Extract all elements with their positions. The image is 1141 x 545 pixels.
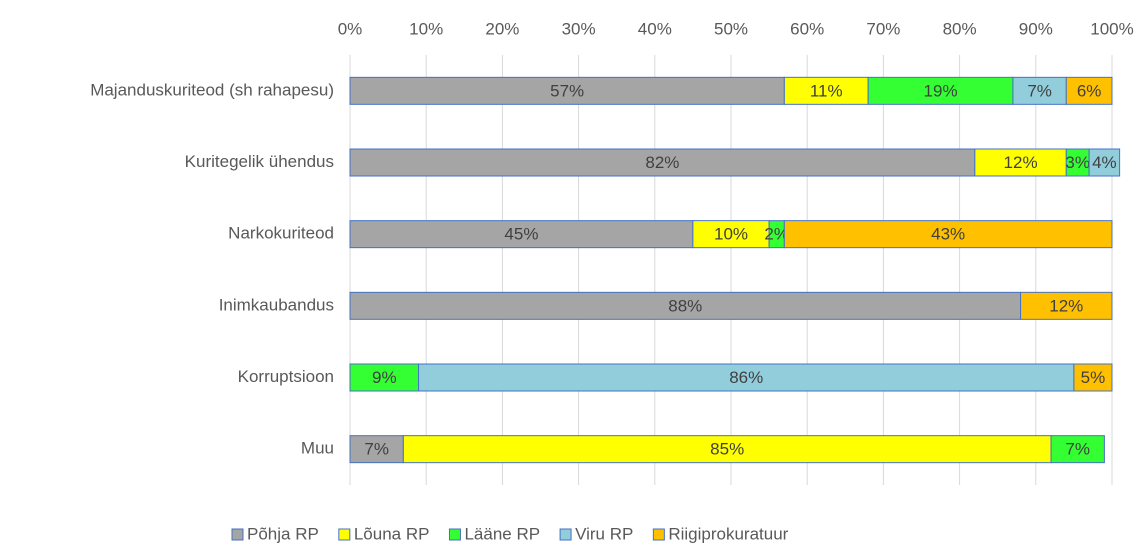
data-label: 7% (1027, 81, 1052, 100)
data-label: 57% (550, 81, 584, 100)
data-label: 19% (924, 81, 958, 100)
bar-segment (349, 291, 1022, 320)
bar-segment (349, 148, 976, 177)
legend-swatch (448, 528, 461, 541)
x-tick-label: 10% (409, 19, 443, 38)
legend-label: Lääne RP (464, 524, 540, 543)
data-label: 4% (1092, 153, 1117, 172)
legend-swatch (652, 528, 665, 541)
x-tick-label: 30% (562, 19, 596, 38)
data-label: 86% (729, 368, 763, 387)
legend-swatch (231, 528, 244, 541)
y-tick-label: Kuritegelik ühendus (185, 152, 334, 171)
bar-segment (418, 363, 1075, 392)
data-label: 6% (1077, 81, 1102, 100)
data-label: 5% (1081, 368, 1106, 387)
data-label: 3% (1065, 153, 1090, 172)
data-label: 88% (668, 296, 702, 315)
x-tick-label: 0% (338, 19, 363, 38)
bar-segment (974, 148, 1067, 177)
x-tick-label: 100% (1090, 19, 1133, 38)
bar-segment (692, 220, 770, 249)
bar-segment (783, 76, 869, 105)
bar-segment (349, 435, 404, 464)
data-label: 11% (810, 81, 843, 100)
data-label: 85% (710, 440, 744, 459)
legend-swatch (559, 528, 572, 541)
legend-label: Viru RP (575, 524, 633, 543)
y-tick-label: Inimkaubandus (219, 295, 334, 314)
bar-segment (783, 220, 1113, 249)
bar-segment (1088, 148, 1121, 177)
data-label: 43% (931, 225, 965, 244)
bar-segment (1073, 363, 1113, 392)
bar-segment (1050, 435, 1105, 464)
y-tick-label: Korruptsioon (238, 367, 334, 386)
y-tick-label: Majanduskuriteod (sh rahapesu) (90, 80, 334, 99)
x-tick-label: 20% (485, 19, 519, 38)
bar-segment (349, 363, 420, 392)
data-label: 45% (504, 225, 538, 244)
data-label: 7% (364, 440, 389, 459)
x-tick-label: 70% (866, 19, 900, 38)
legend-swatch (338, 528, 351, 541)
legend-label: Riigiprokuratuur (668, 524, 788, 543)
bar-segment (1020, 291, 1113, 320)
bar-segment (1065, 76, 1113, 105)
data-label: 9% (372, 368, 397, 387)
x-tick-label: 60% (790, 19, 824, 38)
data-label: 12% (1049, 296, 1083, 315)
bar-segment (1012, 76, 1067, 105)
bar-segment (349, 76, 785, 105)
data-label: 2% (764, 225, 789, 244)
x-tick-label: 50% (714, 19, 748, 38)
bar-segment (402, 435, 1052, 464)
data-label: 12% (1004, 153, 1038, 172)
y-tick-label: Muu (301, 439, 334, 458)
legend-label: Lõuna RP (354, 524, 430, 543)
legend-label: Põhja RP (247, 524, 319, 543)
x-tick-label: 90% (1019, 19, 1053, 38)
x-tick-label: 40% (638, 19, 672, 38)
data-label: 10% (714, 225, 748, 244)
y-tick-label: Narkokuriteod (228, 224, 334, 243)
data-label: 82% (645, 153, 679, 172)
x-tick-label: 80% (943, 19, 977, 38)
data-label: 7% (1065, 440, 1090, 459)
